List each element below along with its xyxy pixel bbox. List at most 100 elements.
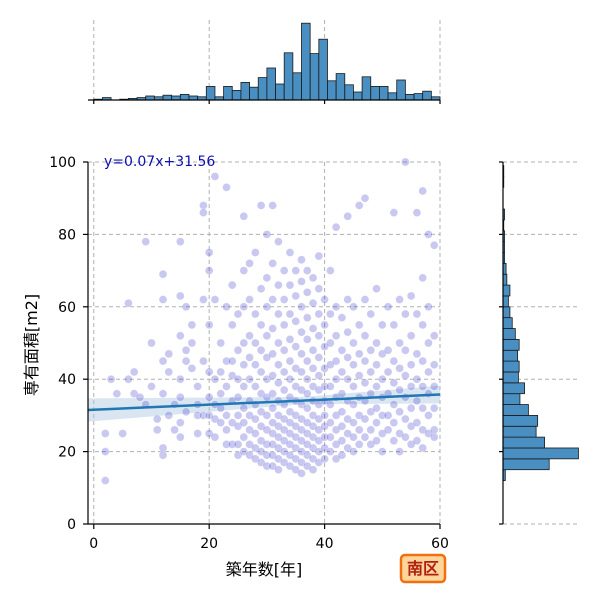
district-badge: 南区 [399,553,447,584]
scatter-point [251,248,260,257]
scatter-point [406,331,416,341]
scatter-point [418,186,427,196]
scatter-point [262,331,272,341]
scatter-point [245,331,254,341]
scatter-point [256,345,266,355]
top-hist-bar [335,73,346,101]
right-hist-bar [502,382,525,395]
scatter-point [343,295,352,304]
scatter-point [256,284,266,294]
scatter-point [291,316,301,326]
scatter-point [268,389,277,398]
scatter-point [418,273,427,283]
scatter-point [418,382,427,391]
scatter-point [337,345,347,355]
scatter-point [274,280,283,290]
scatter-point [152,425,162,435]
scatter-point [268,201,277,210]
scatter-point [337,421,347,431]
scatter-point [424,230,433,239]
scatter-point [233,345,243,355]
right-hist-bar [502,295,509,308]
top-hist-bar [240,82,250,101]
scatter-point [302,389,312,398]
scatter-point [251,360,260,370]
scatter-point [302,356,312,366]
scatter-point [245,374,254,384]
scatter-point [216,418,226,427]
scatter-point [285,335,295,344]
scatter-point [383,302,393,312]
scatter-point [291,291,301,301]
right-hist-bar [502,414,539,427]
scatter-point [239,360,249,370]
scatter-point [395,338,404,348]
scatter-point [337,407,347,417]
scatter-point [176,432,185,442]
scatter-point [360,414,370,424]
scatter-point [164,367,174,377]
scatter-point [308,324,318,333]
scatter-point [302,374,312,384]
scatter-point [418,443,427,453]
scatter-point [360,331,370,341]
scatter-point [233,411,243,420]
scatter-point [297,327,306,337]
scatter-point [424,338,433,348]
top-hist-bar [370,86,380,101]
y-axis-label: 専有面積[m2] [22,294,41,396]
scatter-point [291,266,301,275]
scatter-point [176,237,185,246]
scatter-point [297,277,306,286]
scatter-point [326,382,335,391]
scatter-point [326,266,335,275]
top-hist-bar [404,94,415,101]
x-tick-label: 20 [200,536,218,552]
scatter-point [297,255,306,265]
scatter-point [158,295,168,304]
top-hist-bar [292,72,302,101]
top-hist-bar [318,38,328,101]
scatter-point [401,432,410,442]
top-hist-bar [379,86,389,101]
scatter-point [320,454,329,464]
scatter-point [233,374,243,384]
scatter-point [429,432,439,442]
scatter-point [101,447,110,456]
scatter-point [210,172,220,181]
scatter-point [251,382,260,391]
scatter-point [349,338,358,348]
scatter-point [176,374,185,384]
scatter-point [418,403,427,413]
scatter-point [170,425,179,435]
scatter-point [320,411,329,420]
scatter-point [268,349,277,359]
scatter-point [239,338,249,348]
scatter-point [406,403,416,413]
right-hist-bar [502,328,516,340]
scatter-point [372,360,381,370]
y-tick-label: 0 [67,517,76,533]
y-tick-label: 100 [49,155,76,171]
scatter-point [268,371,277,380]
scatter-point [204,248,214,257]
scatter-point [354,371,364,380]
main-axes: 0 20 40 60 0 20 40 60 80 100 [49,155,449,552]
scatter-point [389,400,399,409]
scatter-point [366,345,376,355]
scatter-point [418,320,427,330]
regression-equation: y=0.07x+31.56 [104,154,215,170]
scatter-point [141,237,151,246]
top-hist-bar [309,53,320,101]
scatter-point [429,425,439,435]
scatter-point [262,302,272,312]
top-hist-bar [387,92,398,101]
scatter-point [222,302,231,312]
scatter-point [274,309,283,319]
scatter-point [389,320,399,330]
scatter-point [337,313,347,322]
scatter-point [343,212,352,221]
scatter-point [343,353,352,362]
scatter-point [406,360,416,370]
scatter-point [176,331,185,341]
